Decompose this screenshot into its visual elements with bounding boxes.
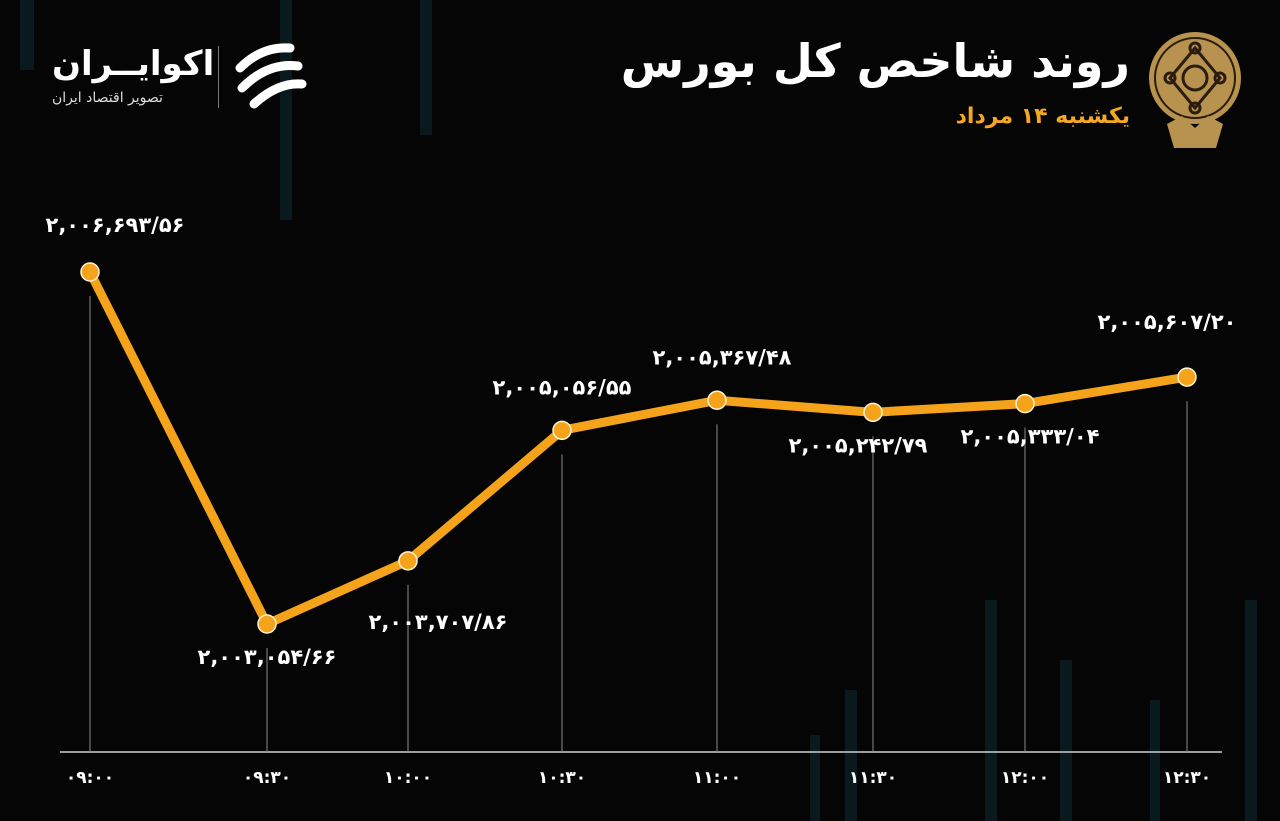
brand-divider (218, 46, 219, 108)
data-label: ۲,۰۰۵,۶۰۷/۲۰ (1098, 310, 1237, 334)
data-point (707, 390, 727, 411)
x-tick-label: ۱۱:۰۰ (693, 768, 741, 788)
x-tick-label: ۱۲:۳۰ (1163, 768, 1211, 788)
data-label: ۲,۰۰۳,۰۵۴/۶۶ (198, 645, 337, 669)
tehran-stock-exchange-logo-icon (1149, 32, 1241, 148)
series-line (85, 267, 1192, 629)
x-tick-label: ۱۲:۰۰ (1001, 768, 1049, 788)
data-label: ۲,۰۰۵,۲۴۲/۷۹ (789, 433, 928, 457)
x-tick-label: ۰۹:۰۰ (66, 768, 114, 788)
data-label: ۲,۰۰۳,۷۰۷/۸۶ (369, 610, 508, 634)
data-label: ۲,۰۰۶,۶۹۳/۵۶ (46, 213, 185, 237)
data-point (552, 420, 572, 441)
x-tick-label: ۱۱:۳۰ (849, 768, 897, 788)
data-point (863, 402, 883, 423)
brand-tagline: تصویر اقتصاد ایران (52, 90, 163, 106)
data-point (80, 262, 100, 282)
brand-name: اکوایــران (52, 44, 215, 84)
x-tick-label: ۰۹:۳۰ (243, 768, 291, 788)
data-point (1177, 367, 1197, 387)
data-label: ۲,۰۰۵,۳۳۳/۰۴ (961, 425, 1100, 449)
x-tick-label: ۱۰:۳۰ (538, 768, 586, 788)
data-point (1015, 393, 1035, 414)
chart-subtitle: یکشنبه ۱۴ مرداد (955, 104, 1130, 129)
ecoiran-logo-icon (235, 43, 307, 109)
chart-title: روند شاخص کل بورس (620, 34, 1130, 88)
x-tick-label: ۱۰:۰۰ (384, 768, 432, 788)
data-point (398, 551, 418, 571)
data-label: ۲,۰۰۵,۳۶۷/۴۸ (653, 345, 792, 369)
data-label: ۲,۰۰۵,۰۵۶/۵۵ (493, 375, 632, 399)
data-point (257, 614, 277, 634)
